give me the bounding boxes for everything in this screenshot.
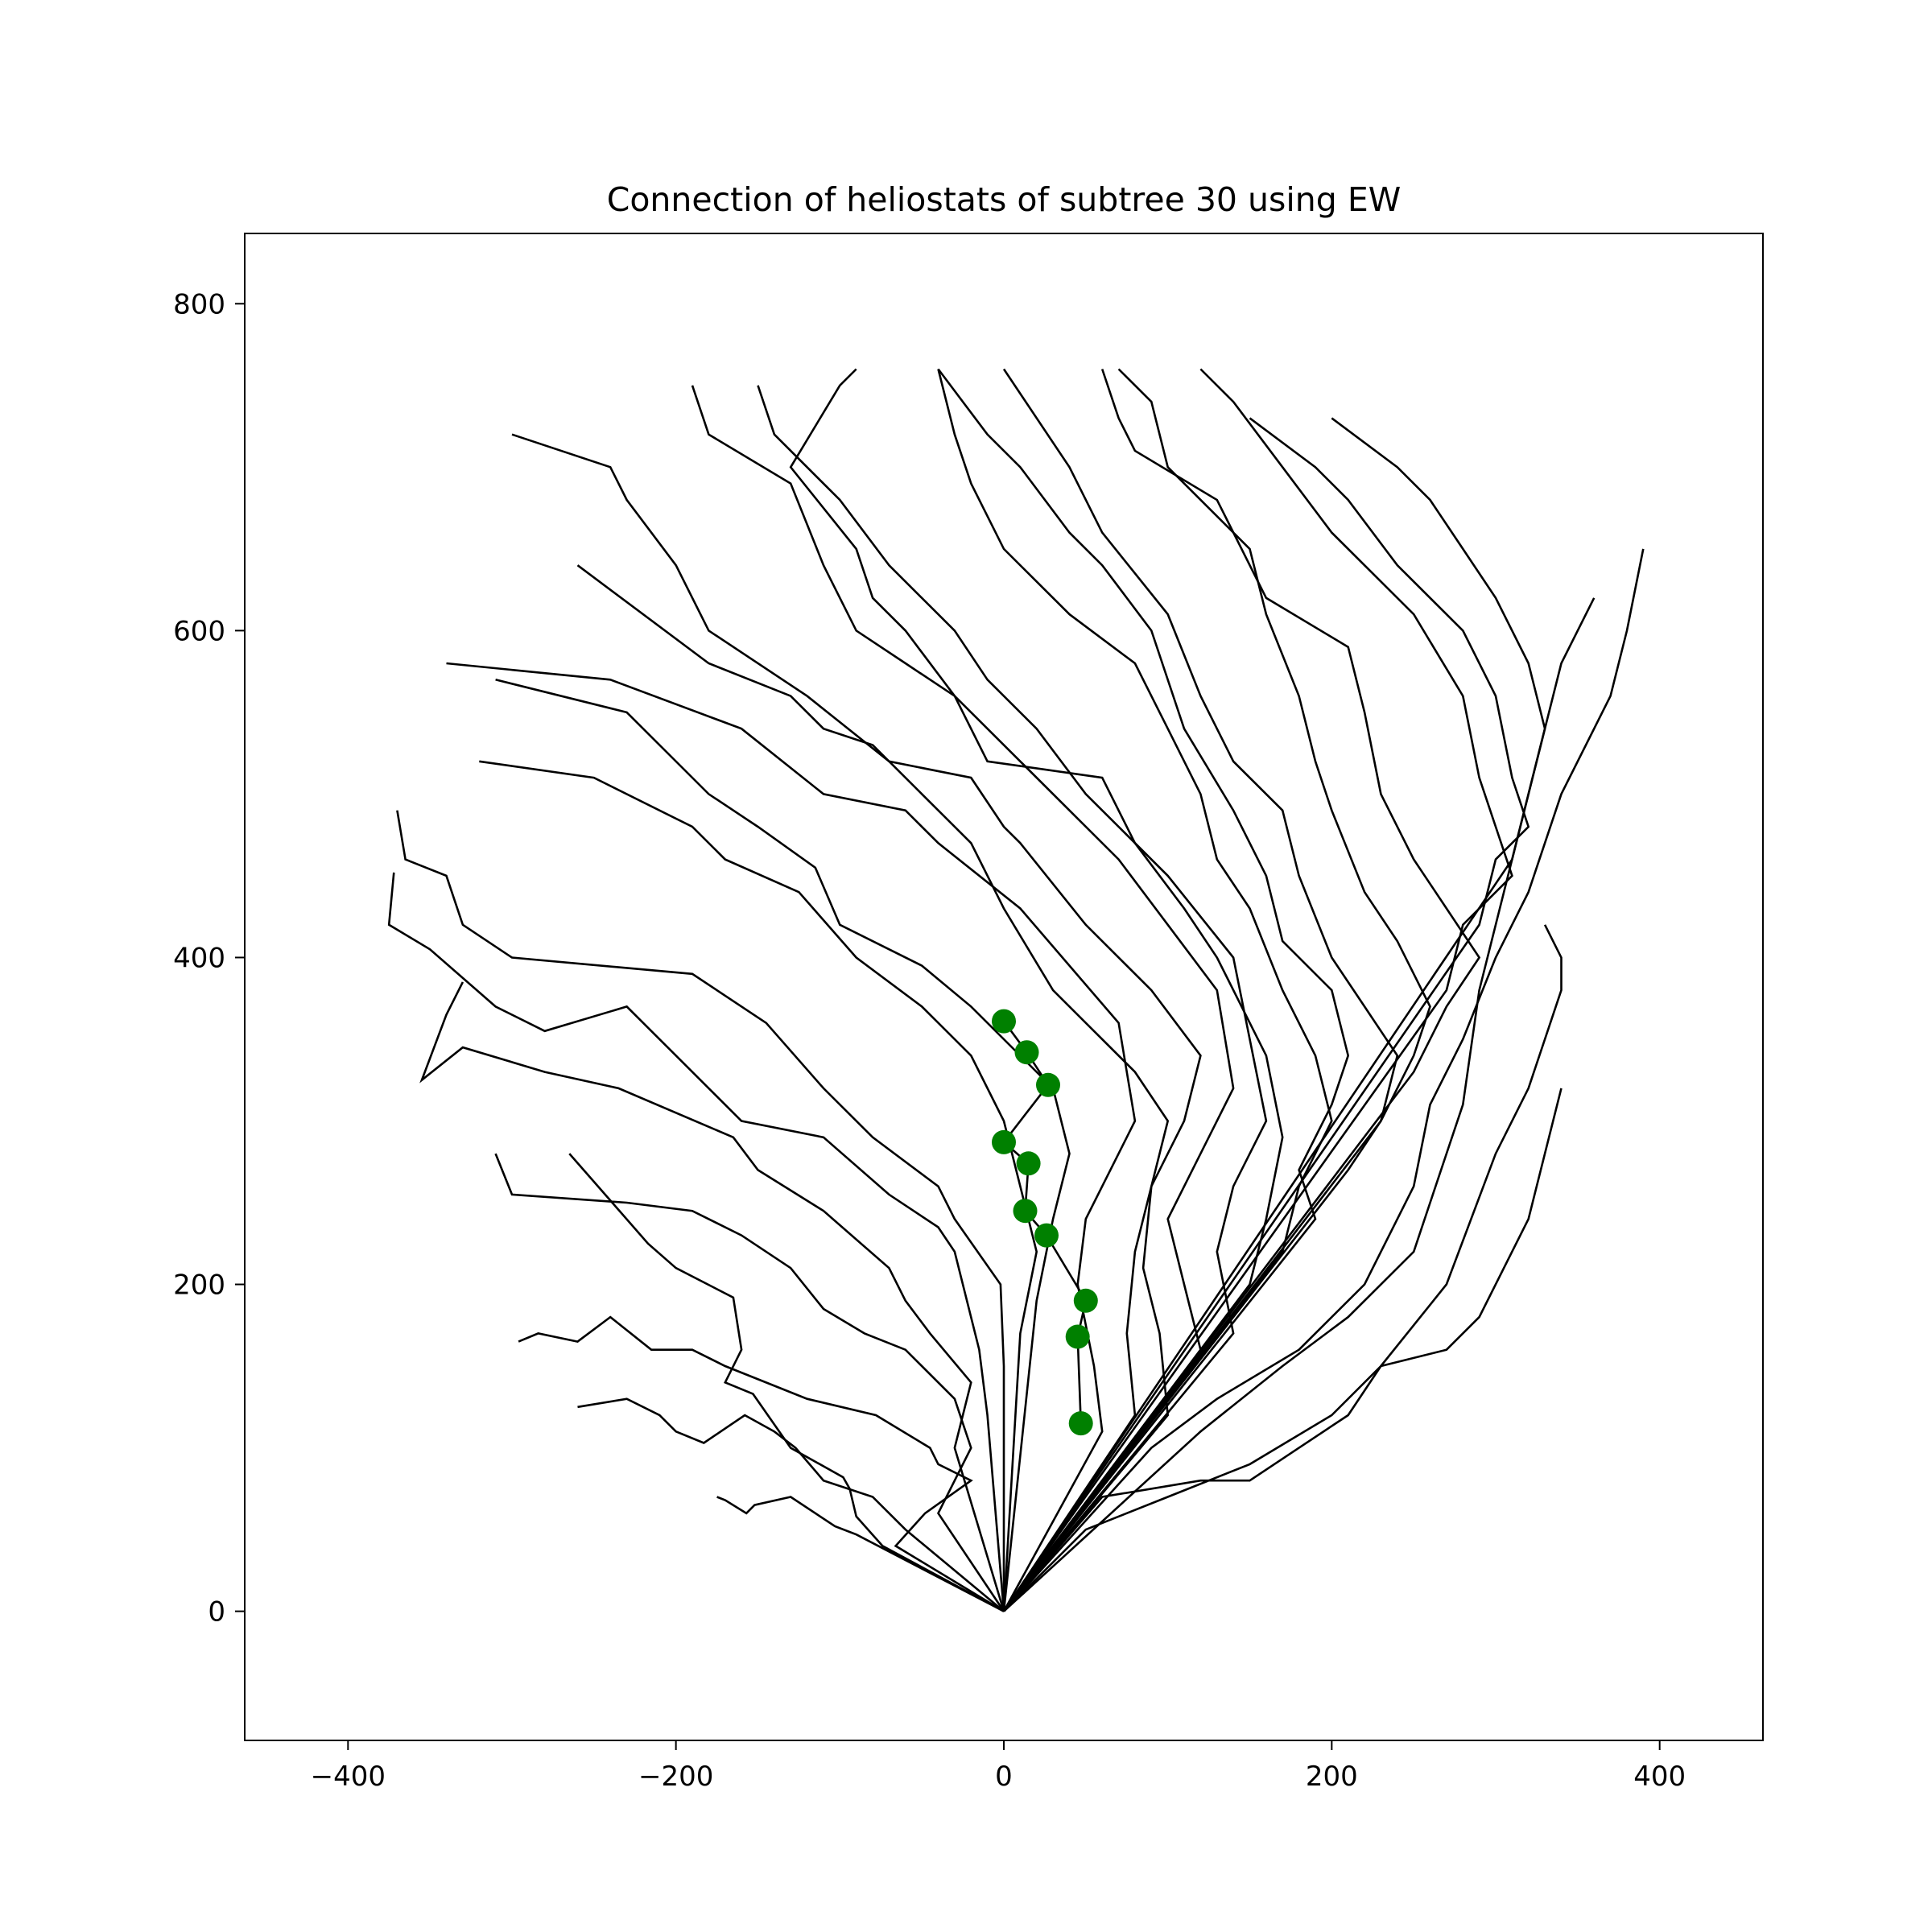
- connection-path-0: [568, 1153, 1005, 1612]
- subtree-30-point-6: [1034, 1223, 1059, 1248]
- y-tick-label-1: 200: [173, 1269, 225, 1302]
- connection-path-15: [789, 368, 1284, 1612]
- connection-path-22: [1002, 417, 1530, 1612]
- connection-path-2: [577, 1397, 1005, 1612]
- connection-path-20: [1002, 369, 1481, 1612]
- subtree-30-point-3: [992, 1129, 1016, 1154]
- connection-path-19: [1002, 368, 1431, 1612]
- connection-path-25: [1003, 924, 1563, 1612]
- subtree-30-point-4: [1016, 1151, 1041, 1176]
- chart-title: Connection of heliostats of subtree 30 u…: [607, 180, 1402, 219]
- y-axis: 0 200 400 600 800: [173, 288, 245, 1629]
- connection-path-1: [716, 1496, 1005, 1612]
- subtree-30-point-1: [1014, 1040, 1039, 1065]
- x-axis: −400 −200 0 200 400: [311, 1740, 1686, 1793]
- subtree-30-point-9: [1068, 1411, 1093, 1436]
- x-tick-label-0: −400: [311, 1761, 386, 1793]
- connection-path-16: [937, 369, 1333, 1612]
- connection-path-26: [1003, 548, 1645, 1612]
- connection-path-6: [387, 872, 1005, 1612]
- subtree-30-point-8: [1065, 1324, 1090, 1349]
- connection-path-8: [479, 760, 1038, 1612]
- connection-path-9: [495, 679, 1071, 1612]
- y-tick-label-2: 400: [173, 942, 225, 974]
- y-tick-label-4: 800: [173, 288, 225, 320]
- x-tick-label-2: 0: [995, 1761, 1013, 1793]
- subtree-30-point-5: [1013, 1199, 1038, 1224]
- connection-path-7: [396, 810, 1005, 1612]
- connection-path-27: [1003, 597, 1596, 1612]
- connection-path-5: [419, 981, 1005, 1612]
- connection-path-12: [511, 433, 1202, 1612]
- subtree-30-point-2: [1036, 1072, 1060, 1097]
- connection-path-14: [757, 385, 1268, 1612]
- connection-path-3: [518, 1315, 1005, 1612]
- y-tick-label-0: 0: [208, 1596, 225, 1629]
- connection-path-17: [937, 368, 1350, 1612]
- y-tick-label-3: 600: [173, 615, 225, 647]
- plot-area: [387, 368, 1645, 1612]
- connection-path-13: [691, 385, 1235, 1612]
- connection-path-24: [1003, 1088, 1563, 1612]
- x-tick-label-4: 400: [1633, 1761, 1686, 1793]
- subtree-30-point-0: [992, 1009, 1016, 1034]
- subtree-30-path: [1002, 1020, 1088, 1424]
- connection-path-4: [494, 1153, 1005, 1612]
- x-tick-label-1: −200: [638, 1761, 713, 1793]
- connection-path-11: [576, 564, 1170, 1612]
- connection-path-10: [446, 662, 1137, 1612]
- axes-frame: [244, 233, 1764, 1741]
- subtree-30-point-7: [1073, 1288, 1098, 1313]
- x-tick-label-3: 200: [1306, 1761, 1358, 1793]
